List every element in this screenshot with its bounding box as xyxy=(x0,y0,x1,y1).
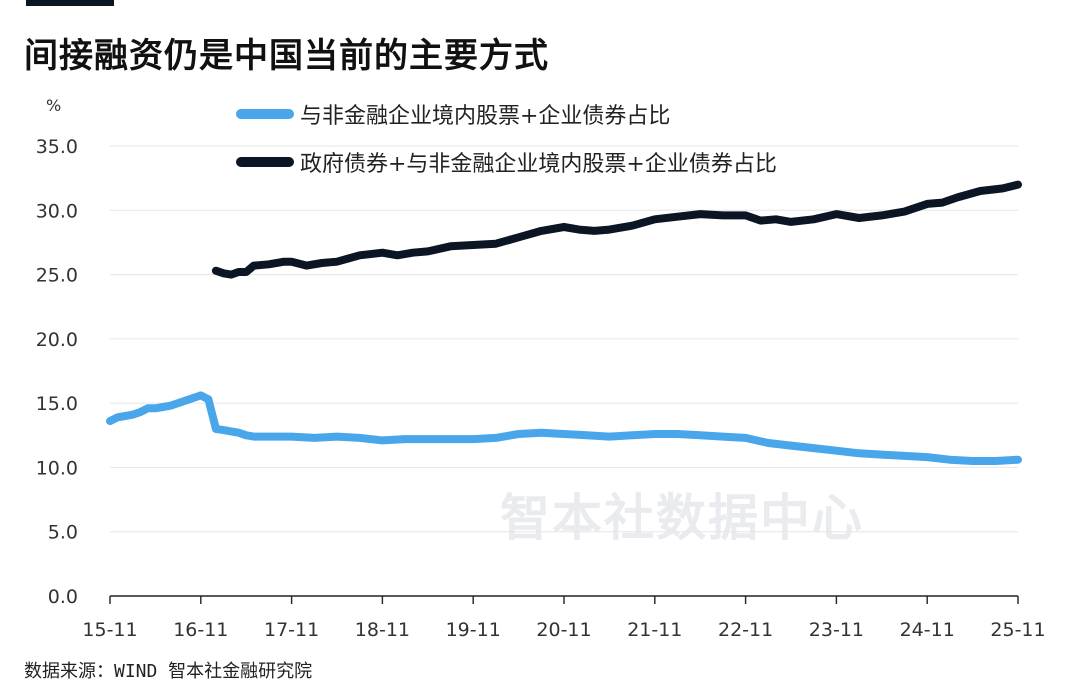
y-tick-label: 35.0 xyxy=(36,136,78,158)
line-chart: 0.0 5.0 10.0 15.0 20.0 25.0 30.0 35.0 15-11 16-1… xyxy=(36,136,1046,641)
legend-label-equity-bonds: 与非金融企业境内股票+企业债券占比 xyxy=(300,104,671,129)
x-tick-label: 20-11 xyxy=(536,619,591,641)
series-line-1 xyxy=(211,180,1022,279)
x-tick-label: 18-11 xyxy=(355,619,410,641)
x-tick-label: 15-11 xyxy=(82,619,137,641)
y-tick-label: 10.0 xyxy=(36,457,78,479)
legend-swatch-equity-bonds xyxy=(236,109,294,119)
x-tick-label: 17-11 xyxy=(264,619,319,641)
y-tick-label: 25.0 xyxy=(36,265,78,287)
y-tick-label: 15.0 xyxy=(36,393,78,415)
legend-swatch-gov-equity-bonds xyxy=(236,157,294,167)
grid-lines xyxy=(110,145,1018,533)
legend: 与非金融企业境内股票+企业债券占比 政府债券+与非金融企业境内股票+企业债券占比 xyxy=(236,96,777,192)
series-line-0 xyxy=(106,391,1022,465)
legend-item-gov-equity-bonds: 政府债券+与非金融企业境内股票+企业债券占比 xyxy=(236,144,777,180)
x-axis: 15-11 16-11 17-11 18-11 19-11 20-11 21-11 22-11… xyxy=(82,595,1046,641)
chart-title: 间接融资仍是中国当前的主要方式 xyxy=(24,36,549,76)
title-accent-bar xyxy=(26,0,114,6)
x-tick-label: 24-11 xyxy=(900,619,955,641)
x-tick-label: 16-11 xyxy=(173,619,228,641)
y-tick-label: 0.0 xyxy=(48,586,78,608)
legend-label-gov-equity-bonds: 政府债券+与非金融企业境内股票+企业债券占比 xyxy=(300,152,777,177)
x-tick-label: 22-11 xyxy=(718,619,773,641)
x-tick-label: 21-11 xyxy=(627,619,682,641)
x-tick-label: 23-11 xyxy=(809,619,864,641)
x-tick-label: 19-11 xyxy=(446,619,501,641)
source-note: 数据来源：WIND 智本社金融研究院 xyxy=(24,661,313,682)
legend-item-equity-bonds: 与非金融企业境内股票+企业债券占比 xyxy=(236,96,777,132)
y-tick-label: 20.0 xyxy=(36,329,78,351)
watermark: 智本社数据中心 xyxy=(500,489,864,547)
y-tick-label: 5.0 xyxy=(48,522,78,544)
y-axis-unit: % xyxy=(46,96,62,115)
x-tick-label: 25-11 xyxy=(990,619,1045,641)
y-tick-label: 30.0 xyxy=(36,200,78,222)
series-group xyxy=(106,180,1022,465)
y-axis: 0.0 5.0 10.0 15.0 20.0 25.0 30.0 35.0 xyxy=(36,136,78,608)
